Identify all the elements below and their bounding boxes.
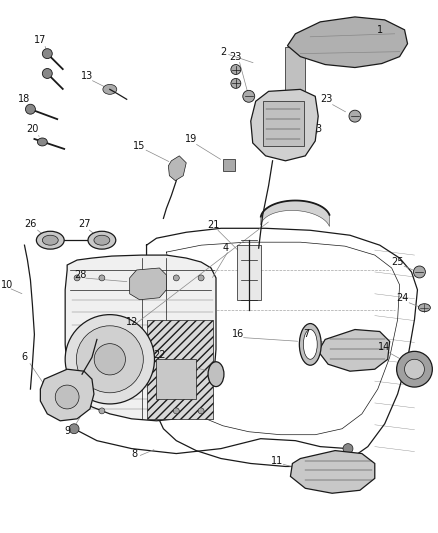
Polygon shape [65, 255, 216, 421]
Ellipse shape [208, 362, 224, 386]
Circle shape [173, 275, 179, 281]
Polygon shape [290, 450, 375, 493]
Text: 16: 16 [232, 329, 244, 340]
Text: 17: 17 [34, 35, 46, 45]
Text: 26: 26 [24, 219, 37, 229]
Circle shape [397, 351, 432, 387]
Circle shape [173, 408, 179, 414]
Circle shape [65, 314, 155, 404]
Circle shape [198, 275, 204, 281]
Circle shape [99, 408, 105, 414]
Polygon shape [130, 268, 166, 300]
Text: 23: 23 [230, 52, 242, 62]
Circle shape [413, 266, 425, 278]
Ellipse shape [36, 231, 64, 249]
Circle shape [99, 275, 105, 281]
Polygon shape [168, 156, 186, 181]
Text: 18: 18 [18, 94, 31, 104]
Text: 20: 20 [26, 124, 39, 134]
Circle shape [94, 344, 125, 375]
Ellipse shape [299, 324, 321, 365]
Circle shape [231, 64, 241, 75]
Text: 21: 21 [207, 220, 219, 230]
Text: 22: 22 [153, 350, 166, 360]
Text: 24: 24 [396, 293, 409, 303]
Ellipse shape [304, 329, 317, 359]
Ellipse shape [42, 235, 58, 245]
Ellipse shape [94, 235, 110, 245]
Circle shape [349, 110, 361, 122]
Circle shape [74, 408, 80, 414]
Bar [156, 359, 196, 399]
Polygon shape [286, 47, 305, 91]
Circle shape [243, 91, 255, 102]
Text: 3: 3 [315, 124, 321, 134]
Bar [263, 101, 304, 146]
Text: 1: 1 [377, 25, 383, 35]
Ellipse shape [88, 231, 116, 249]
Text: 4: 4 [223, 243, 229, 253]
Text: 19: 19 [185, 134, 198, 144]
Polygon shape [287, 17, 407, 68]
Text: 7: 7 [303, 329, 309, 340]
Circle shape [25, 104, 35, 114]
Polygon shape [147, 320, 213, 419]
Bar [237, 245, 261, 300]
Text: 9: 9 [64, 426, 70, 436]
Text: 8: 8 [131, 449, 138, 458]
Circle shape [55, 385, 79, 409]
Text: 25: 25 [392, 257, 404, 267]
Circle shape [76, 326, 143, 393]
Ellipse shape [103, 84, 117, 94]
Text: 12: 12 [125, 317, 138, 327]
Text: 13: 13 [81, 71, 93, 82]
Polygon shape [261, 200, 329, 227]
Circle shape [69, 424, 79, 434]
Circle shape [42, 49, 52, 59]
Polygon shape [318, 329, 390, 371]
Text: 11: 11 [272, 456, 284, 465]
Text: 10: 10 [0, 280, 13, 290]
Circle shape [74, 275, 80, 281]
Text: 27: 27 [78, 219, 90, 229]
Polygon shape [251, 90, 318, 161]
Circle shape [343, 443, 353, 454]
Text: 14: 14 [378, 342, 390, 352]
Bar [223, 159, 235, 171]
Ellipse shape [37, 138, 47, 146]
Text: 6: 6 [21, 352, 28, 362]
Circle shape [42, 69, 52, 78]
Text: 2: 2 [220, 47, 226, 56]
Ellipse shape [418, 304, 431, 312]
Polygon shape [40, 369, 94, 421]
Text: 15: 15 [134, 141, 146, 151]
Circle shape [231, 78, 241, 88]
Circle shape [405, 359, 424, 379]
Text: 28: 28 [74, 270, 86, 280]
Circle shape [198, 408, 204, 414]
Text: 23: 23 [320, 94, 332, 104]
